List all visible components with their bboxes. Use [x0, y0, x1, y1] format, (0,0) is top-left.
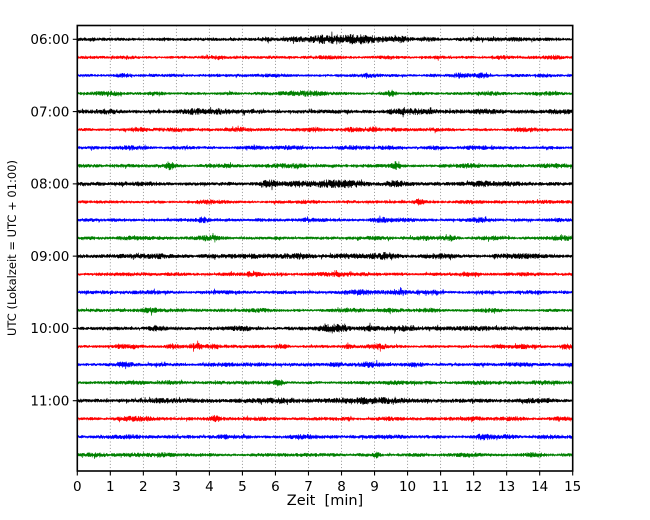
y-tick-label: 07:00: [30, 104, 69, 120]
trace-08:45: [76, 232, 574, 243]
y-axis-label: UTC (Lokalzeit = UTC + 01:00): [5, 160, 19, 337]
x-tick-label: 7: [304, 479, 313, 495]
trace-10:30: [76, 359, 574, 370]
trace-09:45: [76, 306, 574, 316]
trace-06:00: [76, 31, 574, 45]
traces: [76, 31, 574, 459]
plot-border: [76, 24, 574, 472]
x-tick-label: 4: [205, 479, 214, 495]
trace-08:30: [76, 215, 574, 224]
x-tick-label: 9: [370, 479, 379, 495]
x-tick-label: 1: [106, 479, 115, 495]
trace-11:15: [76, 414, 574, 423]
x-tick-label: 3: [172, 479, 181, 495]
trace-11:30: [76, 433, 574, 441]
trace-09:00: [76, 251, 574, 261]
y-tick-label: 10:00: [30, 321, 69, 337]
x-tick-label: 10: [399, 479, 416, 495]
y-tick-label: 11:00: [30, 394, 69, 410]
x-tick-label: 6: [271, 479, 280, 495]
x-tick-label: 14: [531, 479, 548, 495]
trace-08:15: [76, 198, 574, 206]
y-tick-label: 08:00: [30, 177, 69, 193]
trace-06:45: [76, 89, 574, 97]
y-tick-label: 09:00: [30, 249, 69, 265]
trace-10:15: [76, 340, 574, 352]
x-axis: 0 1 2 3 4 5 6 7 8 9 10 11 12 13 14 15: [73, 471, 581, 495]
trace-09:30: [76, 287, 574, 297]
trace-10:45: [76, 379, 574, 387]
x-tick-label: 0: [73, 479, 82, 495]
trace-06:15: [76, 54, 574, 61]
trace-10:00: [76, 322, 574, 334]
y-tick-label: 06:00: [30, 32, 69, 48]
gridlines: [109, 25, 541, 471]
x-tick-label: 13: [498, 479, 515, 495]
y-axis: 06:00 07:00 08:00 09:00 10:00 11:00: [30, 32, 78, 410]
trace-09:15: [76, 270, 574, 278]
trace-11:45: [76, 451, 574, 459]
trace-07:00: [76, 106, 574, 118]
trace-07:30: [76, 144, 574, 151]
x-tick-label: 5: [238, 479, 247, 495]
x-tick-label: 2: [139, 479, 148, 495]
x-tick-label: 8: [337, 479, 346, 495]
x-axis-label: Zeit [min]: [286, 493, 364, 509]
trace-08:00: [76, 179, 574, 191]
x-tick-label: 15: [564, 479, 581, 495]
trace-06:30: [76, 72, 574, 79]
x-tick-label: 11: [432, 479, 449, 495]
x-tick-label: 12: [465, 479, 482, 495]
trace-07:45: [76, 161, 574, 171]
trace-11:00: [76, 396, 574, 406]
trace-07:15: [76, 125, 574, 134]
